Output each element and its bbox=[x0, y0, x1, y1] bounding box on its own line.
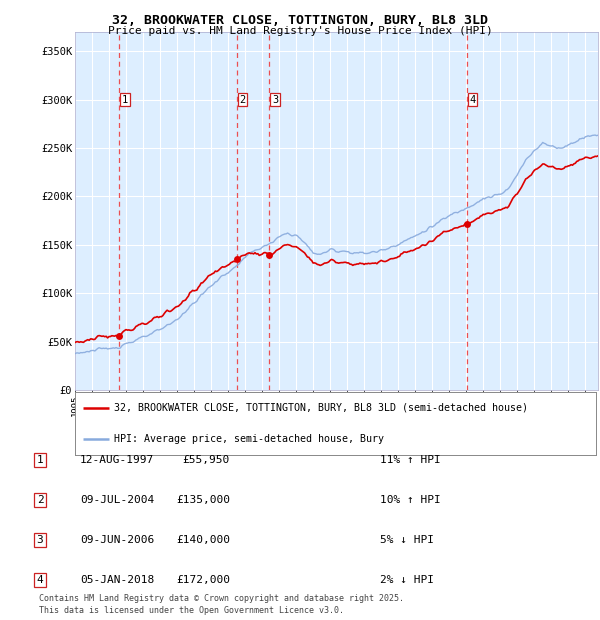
Text: 12-AUG-1997: 12-AUG-1997 bbox=[80, 455, 154, 465]
Text: Contains HM Land Registry data © Crown copyright and database right 2025.
This d: Contains HM Land Registry data © Crown c… bbox=[39, 594, 404, 615]
Text: 1: 1 bbox=[122, 95, 128, 105]
Text: 1: 1 bbox=[37, 455, 43, 465]
Text: Price paid vs. HM Land Registry's House Price Index (HPI): Price paid vs. HM Land Registry's House … bbox=[107, 26, 493, 36]
Text: 09-JUL-2004: 09-JUL-2004 bbox=[80, 495, 154, 505]
Text: 3: 3 bbox=[37, 535, 43, 545]
Text: 2: 2 bbox=[239, 95, 246, 105]
Text: HPI: Average price, semi-detached house, Bury: HPI: Average price, semi-detached house,… bbox=[114, 434, 384, 445]
Text: 32, BROOKWATER CLOSE, TOTTINGTON, BURY, BL8 3LD (semi-detached house): 32, BROOKWATER CLOSE, TOTTINGTON, BURY, … bbox=[114, 403, 528, 413]
Text: 05-JAN-2018: 05-JAN-2018 bbox=[80, 575, 154, 585]
Text: 2: 2 bbox=[37, 495, 43, 505]
Text: 2% ↓ HPI: 2% ↓ HPI bbox=[380, 575, 434, 585]
Text: £55,950: £55,950 bbox=[183, 455, 230, 465]
Text: £140,000: £140,000 bbox=[176, 535, 230, 545]
Text: 4: 4 bbox=[469, 95, 475, 105]
Text: 32, BROOKWATER CLOSE, TOTTINGTON, BURY, BL8 3LD: 32, BROOKWATER CLOSE, TOTTINGTON, BURY, … bbox=[112, 14, 488, 27]
Text: 09-JUN-2006: 09-JUN-2006 bbox=[80, 535, 154, 545]
Text: £135,000: £135,000 bbox=[176, 495, 230, 505]
Text: 4: 4 bbox=[37, 575, 43, 585]
Text: 11% ↑ HPI: 11% ↑ HPI bbox=[380, 455, 441, 465]
Text: 5% ↓ HPI: 5% ↓ HPI bbox=[380, 535, 434, 545]
Text: 10% ↑ HPI: 10% ↑ HPI bbox=[380, 495, 441, 505]
Text: £172,000: £172,000 bbox=[176, 575, 230, 585]
Text: 3: 3 bbox=[272, 95, 278, 105]
